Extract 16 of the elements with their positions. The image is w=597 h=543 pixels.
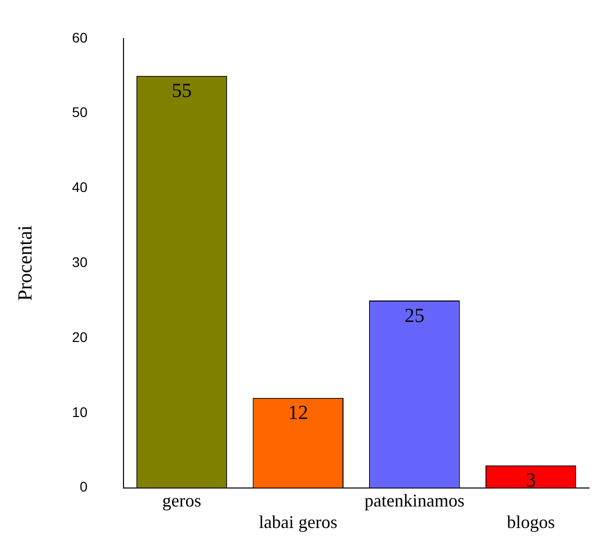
- data-label: 55: [172, 80, 192, 102]
- x-tick-label: patenkinamos: [364, 490, 464, 510]
- x-tick-label: geros: [162, 490, 202, 510]
- x-tick-label: blogos: [506, 512, 555, 532]
- y-tick-label: 40: [72, 179, 88, 196]
- y-tick-label: 20: [72, 328, 88, 345]
- y-tick-label: 10: [72, 404, 88, 420]
- x-tick-label: labai geros: [258, 512, 338, 532]
- y-tick-label: 0: [80, 478, 88, 495]
- y-tick-label: 50: [72, 104, 88, 120]
- data-label: 3: [526, 470, 536, 492]
- y-tick-label: 30: [72, 254, 88, 270]
- data-label: 25: [404, 304, 424, 327]
- y-tick-label: 60: [72, 29, 88, 46]
- data-label: 12: [288, 402, 308, 424]
- y-axis-title: Procentai: [14, 224, 36, 301]
